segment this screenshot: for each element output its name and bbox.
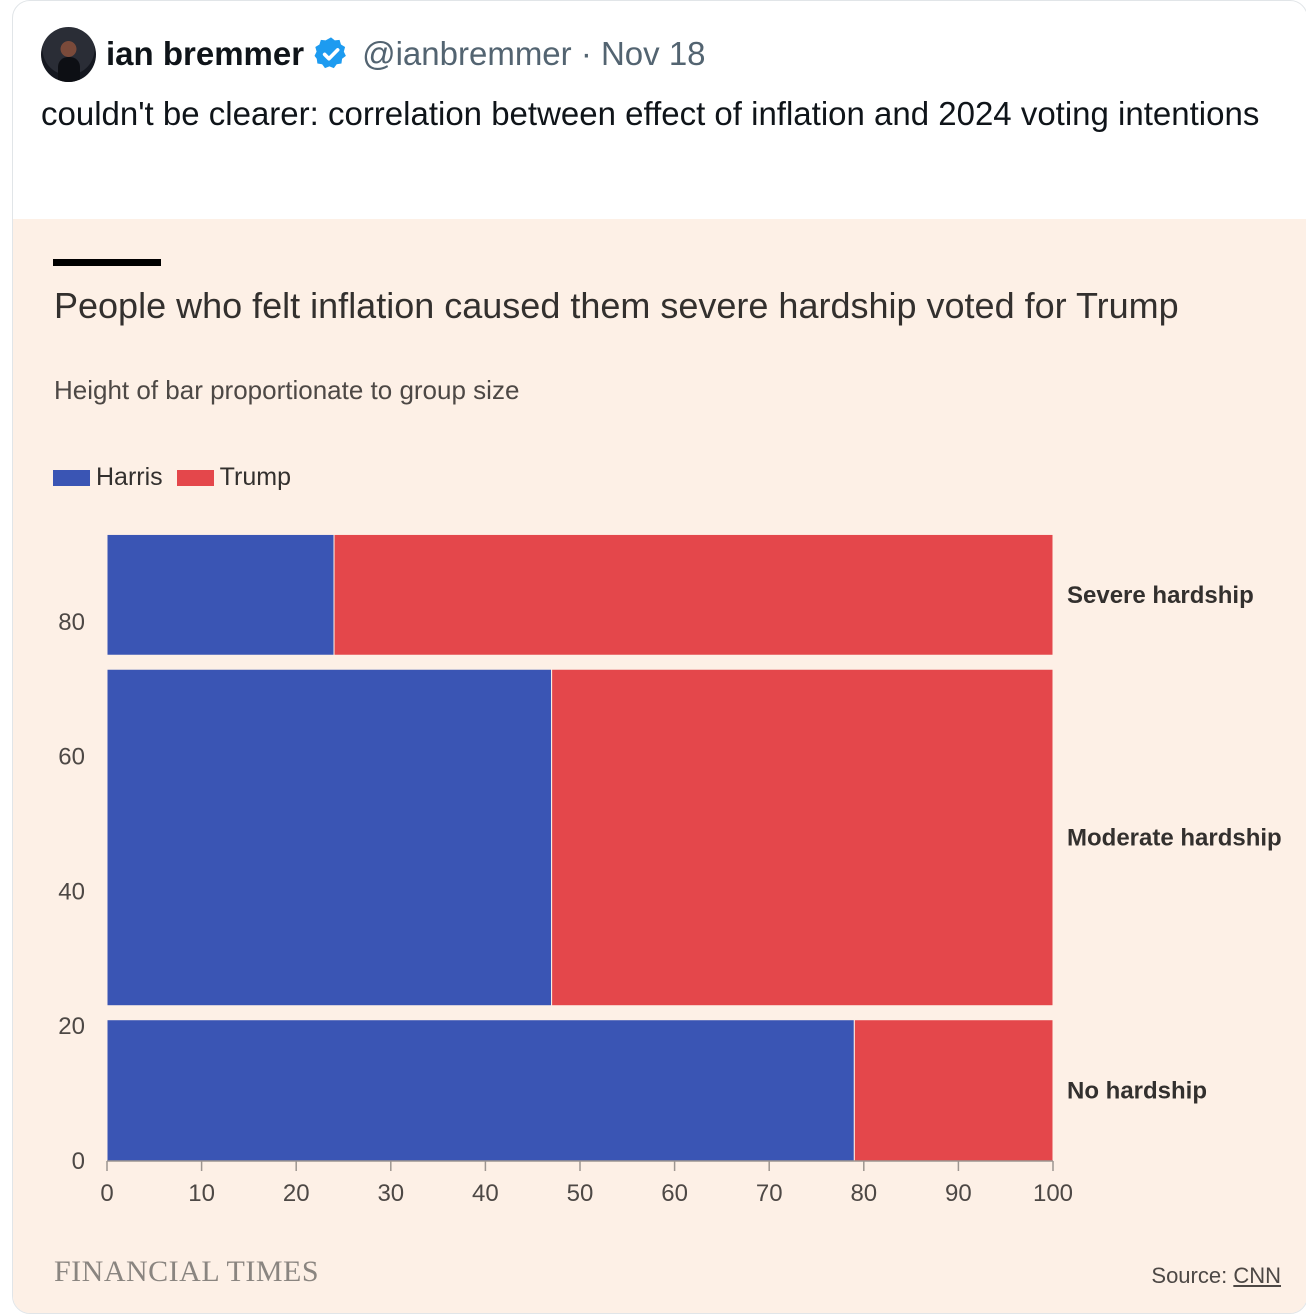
x-tick-label: 80 xyxy=(850,1180,877,1207)
chart-title: People who felt inflation caused them se… xyxy=(54,285,1179,326)
x-tick-label: 100 xyxy=(1033,1180,1073,1207)
chart-legend: Harris Trump xyxy=(53,463,305,492)
bar-harris-severe-hardship xyxy=(106,533,335,656)
tweet-text: couldn't be clearer: correlation between… xyxy=(41,95,1260,132)
y-tick-label: 80 xyxy=(58,609,85,636)
handle-and-date[interactable]: @ianbremmer · Nov 18 xyxy=(362,35,706,72)
source-link[interactable]: CNN xyxy=(1233,1263,1281,1288)
x-tick-label: 10 xyxy=(188,1180,215,1207)
chart-image[interactable]: People who felt inflation caused them se… xyxy=(13,219,1306,1313)
y-tick-label: 40 xyxy=(58,878,85,905)
chart-subtitle: Height of bar proportionate to group siz… xyxy=(54,375,520,405)
display-name[interactable]: ian bremmer xyxy=(106,35,305,72)
x-tick-label: 20 xyxy=(283,1180,310,1207)
marimekko-chart: No hardship Moderate hardship Severe hards… xyxy=(58,533,1282,1207)
bar-trump-moderate-hardship xyxy=(551,668,1054,1007)
category-label-moderate-hardship: Moderate hardship xyxy=(1067,824,1282,851)
source-note: Source: CNN xyxy=(1151,1263,1281,1289)
y-tick-label: 20 xyxy=(58,1013,85,1040)
legend-label-trump: Trump xyxy=(219,463,291,491)
y-tick-label: 60 xyxy=(58,744,85,771)
legend-label-harris: Harris xyxy=(96,463,163,491)
category-label-no-hardship: No hardship xyxy=(1067,1077,1207,1104)
x-tick-label: 90 xyxy=(945,1180,972,1207)
legend-swatch-harris xyxy=(53,469,90,486)
legend-item-harris: Harris xyxy=(53,463,163,492)
avatar[interactable] xyxy=(41,26,96,82)
x-tick-label: 60 xyxy=(661,1180,688,1207)
category-label-severe-hardship: Severe hardship xyxy=(1067,582,1254,609)
bar-trump-severe-hardship xyxy=(333,533,1054,656)
bar-trump-no-hardship xyxy=(853,1019,1054,1162)
bar-harris-no-hardship xyxy=(106,1019,855,1162)
y-tick-label: 0 xyxy=(72,1148,85,1175)
tweet-card[interactable]: ian bremmer @ianbremmer · Nov 18 couldn'… xyxy=(12,0,1306,1314)
tweet-header: ian bremmer @ianbremmer · Nov 18 xyxy=(41,26,706,82)
publisher-logo: FINANCIAL TIMES xyxy=(54,1255,320,1288)
verified-badge-icon xyxy=(314,37,346,69)
x-tick-label: 50 xyxy=(567,1180,594,1207)
x-tick-label: 0 xyxy=(100,1180,113,1207)
source-label: Source: xyxy=(1151,1263,1234,1288)
title-rule xyxy=(53,259,161,266)
bar-harris-moderate-hardship xyxy=(106,668,553,1007)
x-tick-label: 30 xyxy=(377,1180,404,1207)
x-tick-label: 40 xyxy=(472,1180,499,1207)
legend-item-trump: Trump xyxy=(176,463,291,492)
legend-swatch-trump xyxy=(176,469,214,486)
x-tick-label: 70 xyxy=(756,1180,783,1207)
